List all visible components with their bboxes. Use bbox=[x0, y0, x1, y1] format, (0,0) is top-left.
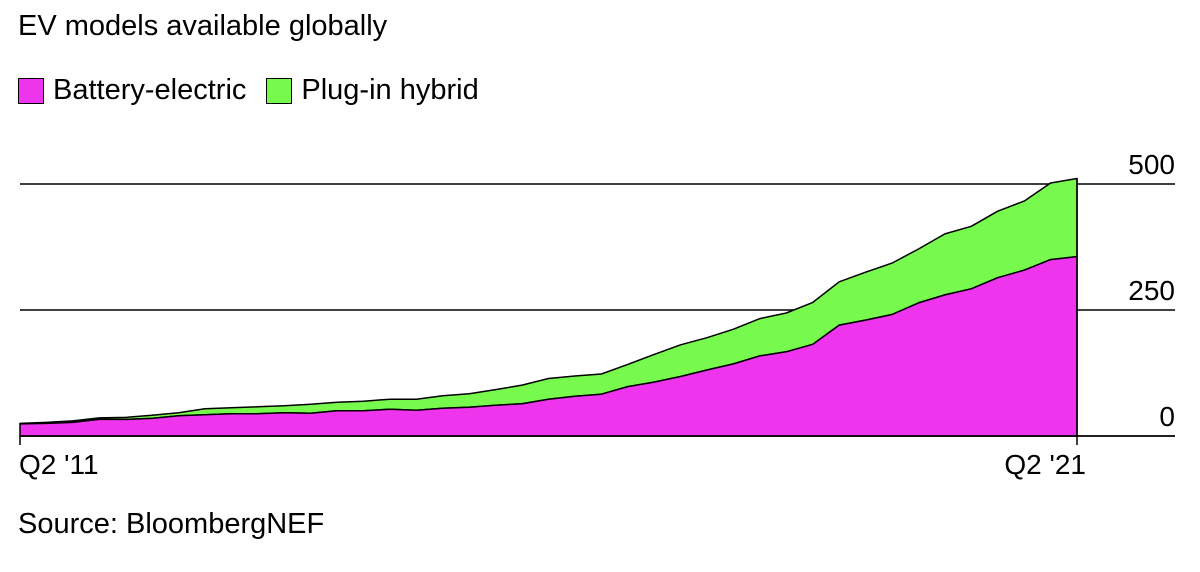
y-tick-label-500: 500 bbox=[1128, 149, 1175, 180]
area-battery-electric bbox=[19, 255, 1078, 437]
x-tick-label-1: Q2 '21 bbox=[1004, 449, 1086, 480]
y-tick-label-250: 250 bbox=[1128, 275, 1175, 306]
y-tick-label-0: 0 bbox=[1159, 401, 1175, 432]
x-tick-label-0: Q2 '11 bbox=[19, 449, 99, 480]
legend-label-plug-in-hybrid: Plug-in hybrid bbox=[301, 74, 479, 106]
area-layer bbox=[19, 177, 1175, 437]
chart-title: EV models available globally bbox=[18, 10, 388, 42]
legend: Battery-electric Plug-in hybrid bbox=[18, 74, 499, 107]
axis-labels: 0 250 500 Q2 '11 Q2 '21 bbox=[19, 149, 1175, 480]
legend-swatch-battery-electric bbox=[18, 77, 44, 104]
legend-swatch-plug-in-hybrid bbox=[266, 77, 293, 104]
source-note: Source: BloombergNEF bbox=[18, 508, 325, 540]
legend-label-battery-electric: Battery-electric bbox=[53, 74, 247, 106]
legend-item-plug-in-hybrid: Plug-in hybrid bbox=[266, 74, 479, 107]
legend-item-battery-electric: Battery-electric bbox=[18, 74, 246, 107]
